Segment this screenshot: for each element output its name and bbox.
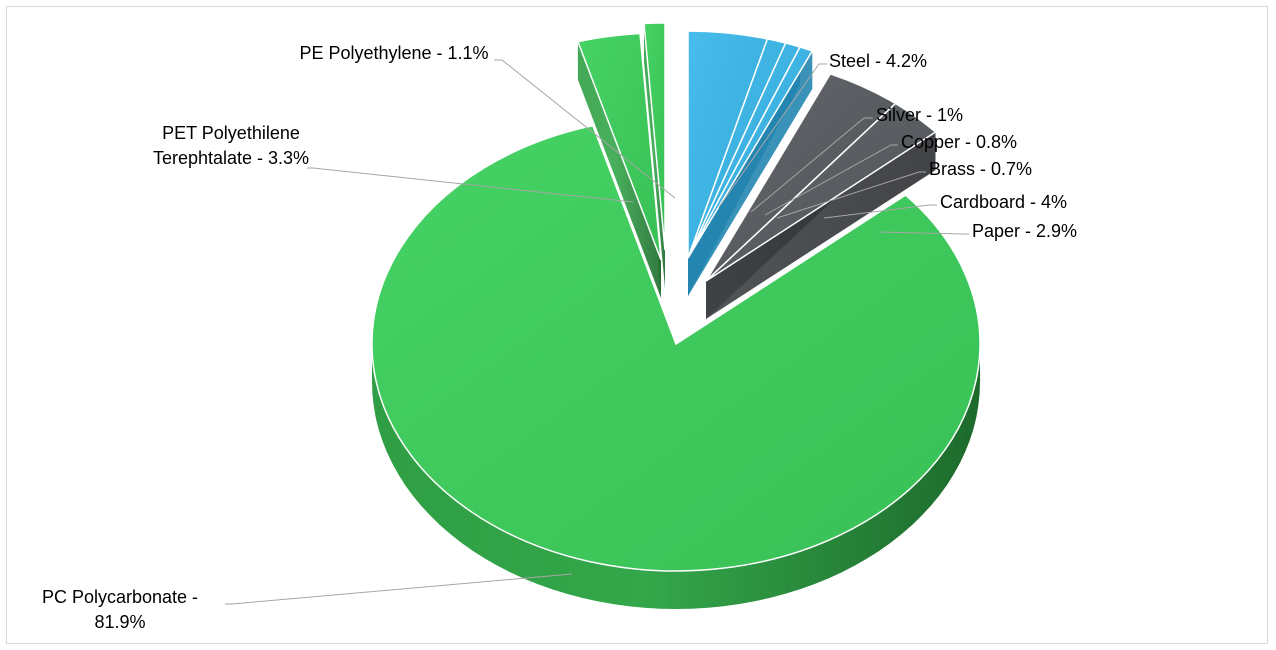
leader-line-cardboard xyxy=(823,204,937,219)
leader-line-silver xyxy=(750,117,873,213)
leader-line-copper xyxy=(764,144,898,216)
slice-label-silver: Silver - 1% xyxy=(876,105,963,125)
pie-wall-pet-polyethilene-terephtalate-0 xyxy=(577,41,661,298)
pie-slice-pc-polycarbonate xyxy=(371,124,981,572)
slice-label-steel: Steel - 4.2% xyxy=(829,51,927,71)
slice-label-pe-polyethylene: PE Polyethylene - 1.1% xyxy=(299,43,488,63)
leader-line-pet-polyethilene-terephtalate xyxy=(307,167,634,203)
pie-side-pc-polycarbonate xyxy=(372,344,980,609)
pie-slice-pet-polyethilene-terephtalate xyxy=(576,32,662,261)
leader-line-paper xyxy=(878,231,969,235)
pie-wall-paper-1 xyxy=(706,132,936,319)
pie-wall-pe-polyethylene-0 xyxy=(644,23,665,288)
pie-slice-pe-polyethylene xyxy=(643,22,666,251)
slice-label-paper: Paper - 2.9% xyxy=(972,221,1077,241)
slice-label-copper: Copper - 0.8% xyxy=(901,132,1017,152)
leader-line-steel xyxy=(718,63,827,208)
pie-chart: Steel - 4.2% Silver - 1% Copper - 0.8% Bras… xyxy=(42,22,1077,632)
slice-label-brass: Brass - 0.7% xyxy=(929,159,1032,179)
slice-label-pet-polyethilene-terephtalate: PET Polyethilene Terephtalate - 3.3% xyxy=(153,123,309,168)
pie-wall-brass-1 xyxy=(688,50,813,297)
leader-line-brass xyxy=(776,171,926,219)
chart-area: Steel - 4.2% Silver - 1% Copper - 0.8% Bras… xyxy=(6,6,1268,644)
slice-label-pc-polycarbonate: PC Polycarbonate -81.9% xyxy=(42,587,198,632)
leader-line-pc-polycarbonate xyxy=(225,573,573,605)
pie-slice-brass xyxy=(687,46,814,259)
slice-label-cardboard: Cardboard - 4% xyxy=(940,192,1067,212)
leader-line-pe-polyethylene xyxy=(494,59,676,199)
pie-slice-paper xyxy=(705,102,937,282)
